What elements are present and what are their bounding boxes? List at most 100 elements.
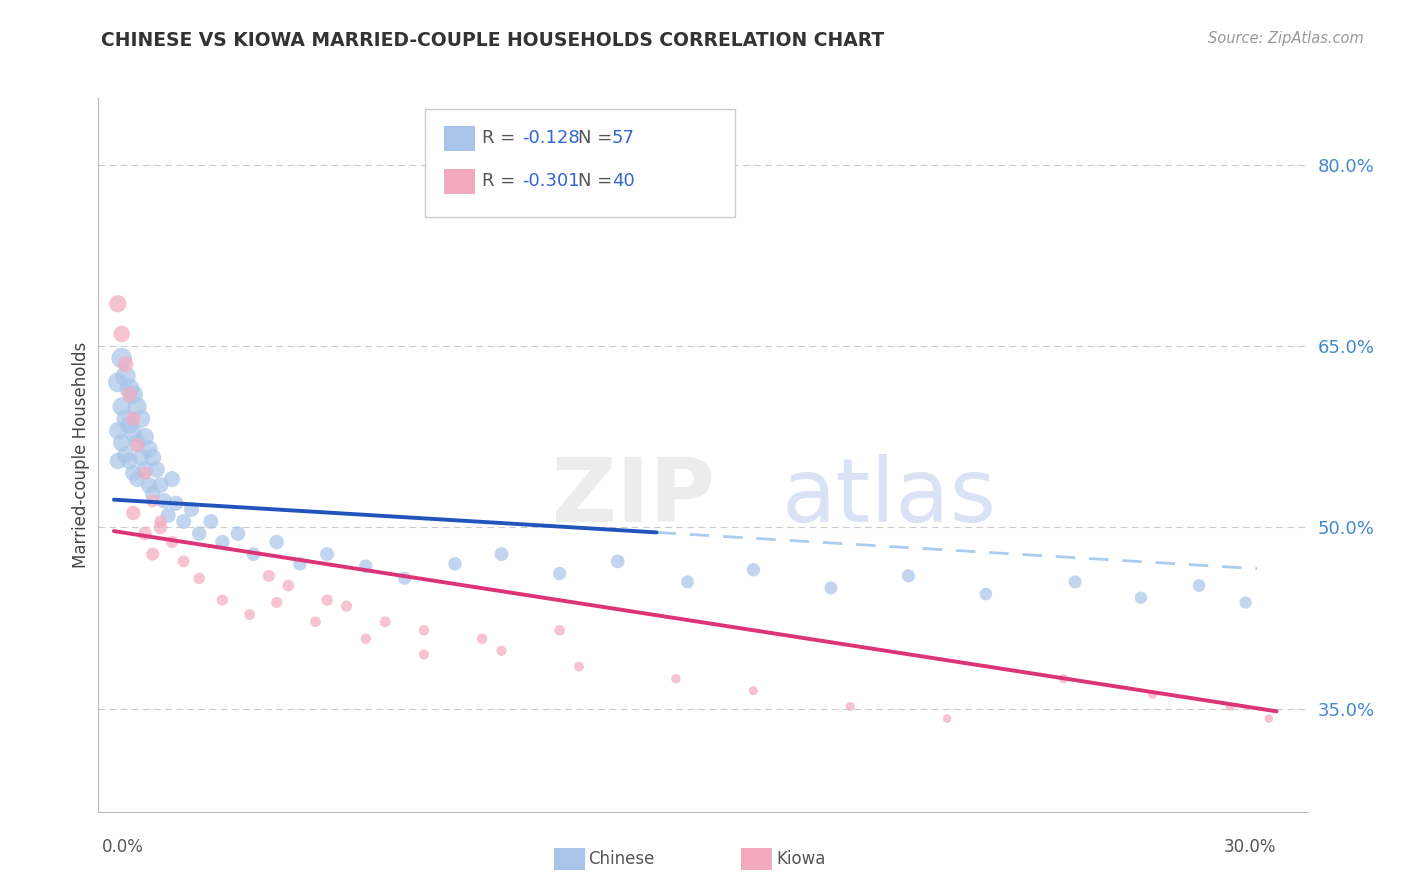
Point — [180, 502, 202, 516]
Text: CHINESE VS KIOWA MARRIED-COUPLE HOUSEHOLDS CORRELATION CHART: CHINESE VS KIOWA MARRIED-COUPLE HOUSEHOL… — [101, 31, 884, 50]
Text: R =: R = — [482, 129, 522, 147]
Point — [127, 400, 149, 414]
Point — [122, 426, 145, 441]
Point — [160, 472, 183, 486]
Point — [114, 369, 136, 384]
Point — [239, 607, 262, 622]
Point — [153, 494, 176, 508]
Point — [134, 526, 156, 541]
Point — [138, 442, 160, 456]
Point — [742, 563, 765, 577]
Point — [149, 520, 172, 534]
Point — [413, 648, 436, 662]
Point — [173, 515, 195, 529]
Text: ZIP: ZIP — [553, 454, 714, 541]
Point — [1188, 578, 1211, 592]
Point — [742, 683, 765, 698]
Point — [491, 644, 513, 658]
Point — [1234, 595, 1257, 609]
Point — [118, 387, 141, 401]
Point — [107, 424, 129, 438]
Text: -0.128: -0.128 — [522, 129, 579, 147]
Text: atlas: atlas — [782, 454, 997, 541]
Point — [226, 526, 249, 541]
Point — [211, 593, 233, 607]
Point — [134, 462, 156, 476]
Point — [288, 557, 311, 571]
Point — [820, 581, 842, 595]
Point — [568, 659, 591, 673]
Point — [111, 435, 134, 450]
Point — [188, 571, 211, 585]
Point — [122, 387, 145, 401]
Text: 40: 40 — [612, 172, 634, 190]
Point — [1142, 687, 1164, 701]
Text: R =: R = — [482, 172, 522, 190]
Point — [165, 496, 187, 510]
Point — [266, 535, 288, 549]
Point — [316, 593, 339, 607]
Text: 30.0%: 30.0% — [1225, 838, 1277, 856]
Point — [107, 297, 129, 311]
Text: 57: 57 — [612, 129, 634, 147]
Point — [114, 357, 136, 371]
Point — [138, 478, 160, 492]
Point — [142, 547, 165, 561]
Point — [354, 559, 377, 574]
Point — [974, 587, 997, 601]
Point — [1257, 712, 1279, 726]
Point — [242, 547, 264, 561]
Y-axis label: Married-couple Households: Married-couple Households — [72, 342, 90, 568]
Text: Source: ZipAtlas.com: Source: ZipAtlas.com — [1208, 31, 1364, 46]
Point — [129, 450, 152, 465]
Point — [142, 494, 165, 508]
Point — [134, 466, 156, 480]
Point — [122, 466, 145, 480]
Point — [200, 515, 222, 529]
Point — [114, 448, 136, 462]
Text: Kiowa: Kiowa — [776, 850, 825, 868]
Point — [142, 450, 165, 465]
Point — [665, 672, 688, 686]
Point — [394, 571, 416, 585]
Point — [134, 430, 156, 444]
Point — [316, 547, 339, 561]
Point — [548, 624, 571, 638]
Point — [111, 400, 134, 414]
Point — [127, 438, 149, 452]
Point — [444, 557, 467, 571]
Point — [142, 486, 165, 500]
Point — [471, 632, 494, 646]
Point — [1052, 672, 1074, 686]
Text: 0.0%: 0.0% — [103, 838, 145, 856]
Point — [374, 615, 396, 629]
Text: Chinese: Chinese — [588, 850, 654, 868]
Point — [304, 615, 326, 629]
Point — [129, 411, 152, 425]
Point — [107, 454, 129, 468]
Point — [936, 712, 959, 726]
Point — [114, 411, 136, 425]
Point — [107, 376, 129, 390]
Point — [413, 624, 436, 638]
Point — [111, 326, 134, 341]
Point — [149, 515, 172, 529]
Point — [173, 554, 195, 568]
Point — [127, 472, 149, 486]
Point — [257, 569, 280, 583]
Point — [157, 508, 180, 523]
Text: N =: N = — [578, 129, 617, 147]
Point — [897, 569, 920, 583]
Point — [127, 435, 149, 450]
Point — [149, 478, 172, 492]
Point — [277, 578, 299, 592]
Point — [354, 632, 377, 646]
Point — [118, 381, 141, 395]
Point — [491, 547, 513, 561]
Point — [266, 595, 288, 609]
Point — [211, 535, 233, 549]
Point — [111, 351, 134, 366]
Point — [548, 566, 571, 581]
Point — [160, 535, 183, 549]
Point — [118, 417, 141, 432]
